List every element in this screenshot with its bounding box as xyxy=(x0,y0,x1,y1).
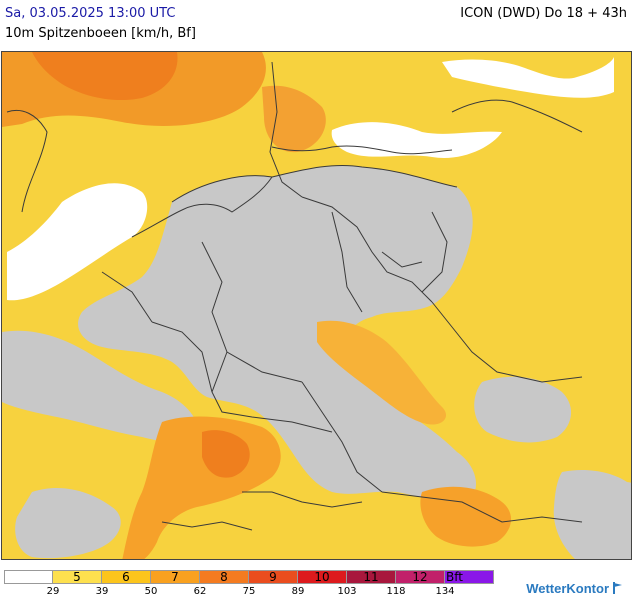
legend-cell: Bft xyxy=(445,570,494,584)
legend-label: 10 xyxy=(314,570,330,584)
gust-map xyxy=(1,51,632,560)
legend-cell: 11 xyxy=(347,570,396,584)
legend-tick: 118 xyxy=(386,586,406,597)
below-threshold-west-area xyxy=(2,330,198,443)
legend-tick: 39 xyxy=(95,586,109,597)
legend-tick: 103 xyxy=(337,586,357,597)
north-calm-patch xyxy=(442,57,614,98)
legend-tick: 62 xyxy=(193,586,207,597)
legend-tick: 134 xyxy=(435,586,455,597)
legend-label: 7 xyxy=(171,570,179,584)
below-threshold-south-area xyxy=(15,487,121,559)
below-threshold-southeast-area xyxy=(553,470,631,559)
legend-label: 8 xyxy=(220,570,228,584)
legend-label: 11 xyxy=(363,570,379,584)
legend-tick: 89 xyxy=(291,586,305,597)
legend-cell: 7 xyxy=(151,570,200,584)
legend-cell xyxy=(4,570,53,584)
legend-label: Bft xyxy=(446,570,463,584)
brand-logo: WetterKontor xyxy=(526,580,625,596)
alps-core-band xyxy=(202,430,250,478)
forecast-datetime: Sa, 03.05.2025 13:00 UTC xyxy=(5,6,176,21)
baltic-orange-area xyxy=(262,85,326,153)
legend-label: 6 xyxy=(122,570,130,584)
wind-scale-legend: 5 6 7 8 9 10 11 12 Bft xyxy=(4,570,494,586)
brand-name: WetterKontor xyxy=(526,580,609,596)
legend-tick: 50 xyxy=(144,586,158,597)
parameter-label: 10m Spitzenboeen [km/h, Bf] xyxy=(5,26,196,41)
below-threshold-east-area xyxy=(474,376,572,443)
legend-label: 12 xyxy=(412,570,428,584)
map-canvas xyxy=(2,52,631,559)
bohemia-gust-band xyxy=(317,320,447,425)
legend-cell: 6 xyxy=(102,570,151,584)
coastlines xyxy=(131,99,583,238)
legend-label: 9 xyxy=(269,570,277,584)
legend-ticks: 29 39 50 62 75 89 103 118 134 xyxy=(4,586,499,598)
legend-tick: 75 xyxy=(242,586,256,597)
legend-cell: 12 xyxy=(396,570,445,584)
channel-calm-area xyxy=(7,183,148,301)
below-threshold-land-area xyxy=(78,165,477,502)
legend-label: 5 xyxy=(73,570,81,584)
legend-cell: 5 xyxy=(53,570,102,584)
country-borders xyxy=(6,61,583,531)
southeast-gust-band xyxy=(420,486,512,547)
north-sea-core xyxy=(32,52,178,101)
model-run-label: ICON (DWD) Do 18 + 43h xyxy=(460,6,627,21)
legend-cell: 9 xyxy=(249,570,298,584)
legend-cell: 8 xyxy=(200,570,249,584)
legend-tick: 29 xyxy=(46,586,60,597)
wind-logo-icon xyxy=(613,582,622,594)
legend-cell: 10 xyxy=(298,570,347,584)
